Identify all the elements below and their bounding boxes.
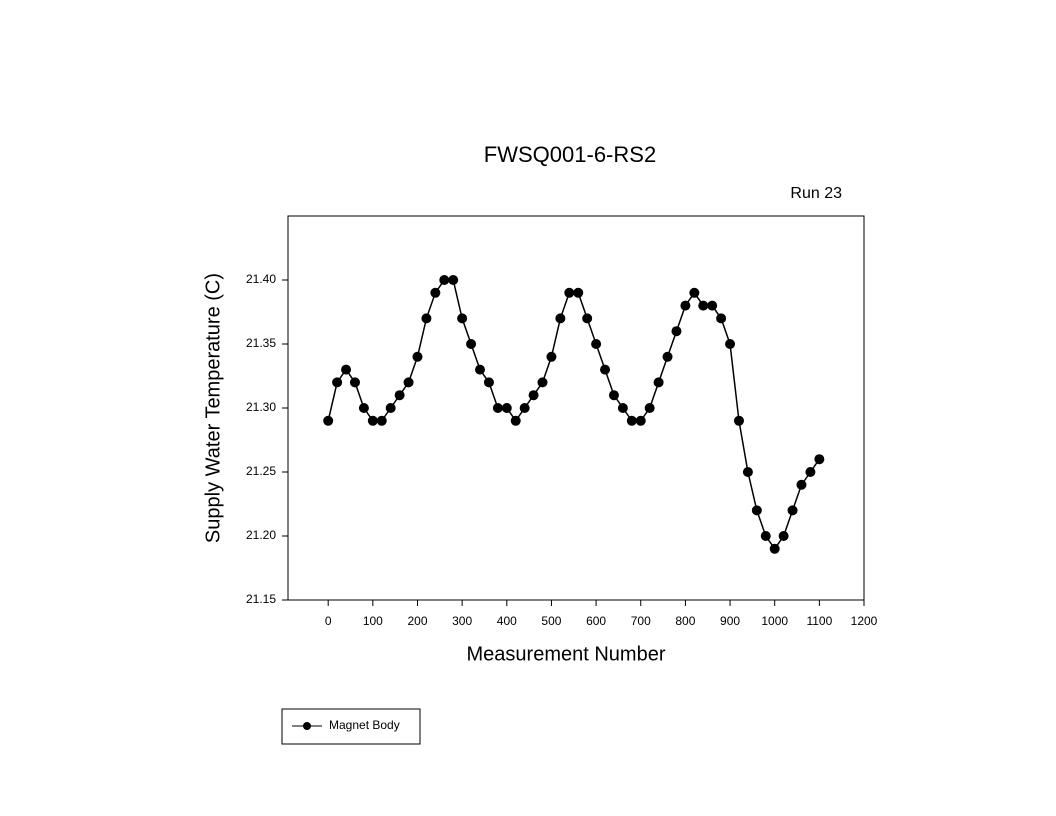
data-point [403,377,414,388]
data-point [608,390,619,401]
x-tick-label: 900 [720,614,740,628]
data-point [626,415,637,426]
x-tick-label: 800 [675,614,695,628]
data-point [492,403,503,413]
data-point [421,313,432,324]
legend-label: Magnet Body [329,718,400,732]
y-tick-label: 21.35 [246,336,276,350]
data-point [385,403,396,413]
series-line [327,279,820,551]
chart-title: FWSQ001-6-RS2 [484,142,656,167]
data-point [653,377,664,388]
plot-frame [287,215,865,601]
y-tick-label: 21.20 [246,528,276,542]
x-tick-label: 1100 [806,614,832,628]
data-point [796,479,807,490]
y-tick-label: 21.15 [246,592,276,606]
x-tick-label: 1200 [851,614,878,628]
x-tick-label: 700 [631,614,651,628]
x-tick-label: 0 [325,614,332,628]
data-point [617,403,628,413]
data-point [457,313,468,324]
data-point [769,543,780,554]
data-point [358,403,369,413]
data-point [501,403,512,413]
data-point [778,531,789,541]
data-point [689,287,700,298]
data-point [528,390,539,401]
data-point [448,275,459,285]
x-tick-label: 400 [497,614,517,628]
data-point [742,467,753,477]
data-point [805,467,816,477]
data-point [680,300,691,311]
data-point [412,351,423,362]
data-point [394,390,405,401]
x-tick-label: 200 [407,614,427,628]
x-tick-label: 600 [586,614,606,628]
legend-marker [303,722,311,730]
x-tick-label: 1000 [761,614,788,628]
data-point [519,403,530,413]
y-axis-label: Supply Water Temperature (C) [202,273,224,543]
data-point [564,287,575,298]
data-point [733,415,744,426]
data-point [751,505,762,516]
x-tick-label: 500 [541,614,561,628]
data-point [698,300,709,311]
data-point [323,415,334,426]
data-point [555,313,566,324]
data-point [483,377,494,388]
data-point [716,313,727,324]
data-point [546,351,557,362]
data-point [466,339,477,349]
data-point [332,377,343,388]
data-point [475,364,485,375]
y-tick-label: 21.30 [246,400,276,414]
y-tick-label: 21.40 [246,272,276,286]
data-point [367,415,378,426]
data-point [787,505,798,516]
data-point [707,300,718,311]
data-point [537,377,548,388]
y-tick-label: 21.25 [246,464,276,478]
data-point [573,287,584,298]
x-tick-label: 100 [363,614,383,628]
data-point [510,415,521,426]
data-point [671,326,682,337]
chart-subtitle: Run 23 [790,185,842,202]
x-axis-label: Measurement Number [467,643,666,665]
data-point [814,454,825,465]
data-point [760,531,771,541]
data-point [376,415,387,426]
data-point [635,415,646,426]
data-point [582,313,593,324]
x-tick-label: 300 [452,614,472,628]
data-point [591,339,602,349]
data-point [725,339,736,349]
data-point [341,364,352,375]
data-point [644,403,655,413]
data-point [349,377,360,388]
data-point [600,364,611,375]
data-point [439,275,450,285]
data-point [430,287,441,298]
data-point [662,351,673,362]
